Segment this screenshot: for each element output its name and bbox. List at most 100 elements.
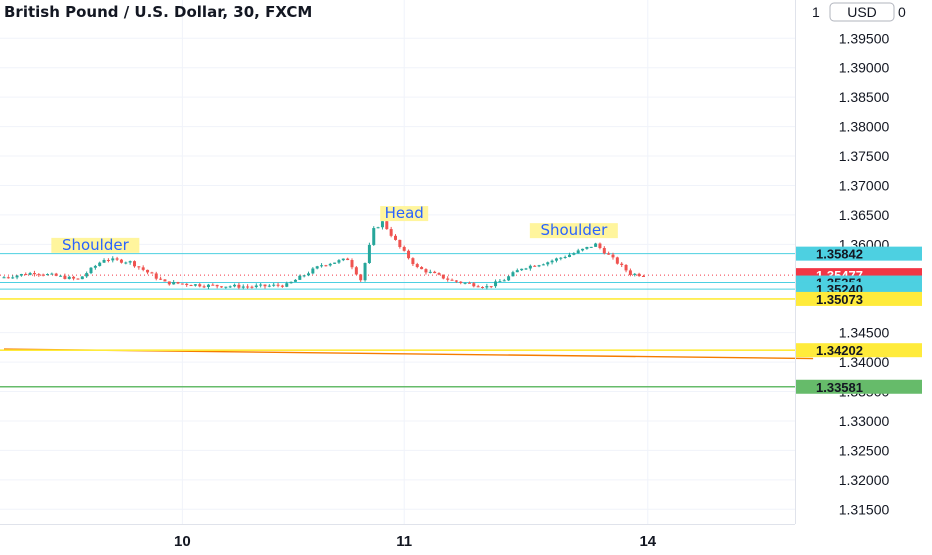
candle[interactable] xyxy=(54,272,58,277)
candle[interactable] xyxy=(541,263,545,266)
candle[interactable] xyxy=(528,264,532,271)
candle[interactable] xyxy=(359,273,363,282)
candle[interactable] xyxy=(498,279,502,283)
candle[interactable] xyxy=(407,249,411,260)
candle[interactable] xyxy=(533,264,537,267)
candle[interactable] xyxy=(146,269,150,275)
candle[interactable] xyxy=(72,275,76,281)
candle[interactable] xyxy=(67,275,71,280)
candle[interactable] xyxy=(637,272,641,277)
candle[interactable] xyxy=(620,262,624,268)
candle[interactable] xyxy=(641,274,645,278)
candle[interactable] xyxy=(189,284,193,287)
candle[interactable] xyxy=(167,281,171,286)
candle[interactable] xyxy=(598,242,602,250)
candle[interactable] xyxy=(559,257,563,261)
candle[interactable] xyxy=(250,285,254,289)
candle[interactable] xyxy=(394,234,397,241)
candle[interactable] xyxy=(211,283,215,286)
candle[interactable] xyxy=(24,272,28,276)
candle[interactable] xyxy=(128,260,132,265)
candle[interactable] xyxy=(41,273,45,277)
candle[interactable] xyxy=(293,279,297,282)
candle[interactable] xyxy=(285,281,289,288)
pattern-annotation[interactable]: Shoulder xyxy=(51,236,140,254)
candle[interactable] xyxy=(124,261,128,265)
candle[interactable] xyxy=(85,271,89,278)
candle[interactable] xyxy=(624,264,628,273)
candle[interactable] xyxy=(289,281,293,284)
candle[interactable] xyxy=(511,270,515,277)
candle[interactable] xyxy=(32,270,36,277)
candle[interactable] xyxy=(389,226,393,238)
candle[interactable] xyxy=(572,252,576,256)
candle[interactable] xyxy=(615,256,619,265)
candle[interactable] xyxy=(507,275,511,282)
candle[interactable] xyxy=(241,284,245,290)
candle[interactable] xyxy=(550,259,554,265)
candle[interactable] xyxy=(485,283,489,290)
currency-button-label[interactable]: USD xyxy=(847,4,877,20)
candle[interactable] xyxy=(411,257,415,267)
candle[interactable] xyxy=(554,257,558,263)
candle[interactable] xyxy=(46,273,49,276)
candle[interactable] xyxy=(15,274,19,280)
candle[interactable] xyxy=(263,284,267,289)
candle[interactable] xyxy=(115,256,119,261)
candle[interactable] xyxy=(150,271,154,274)
candle[interactable] xyxy=(89,266,93,275)
candle[interactable] xyxy=(302,274,306,278)
candle[interactable] xyxy=(446,276,450,282)
candle[interactable] xyxy=(324,264,328,267)
candle[interactable] xyxy=(328,262,332,267)
candle[interactable] xyxy=(476,284,480,288)
candle[interactable] xyxy=(185,283,189,287)
candle[interactable] xyxy=(202,284,206,289)
candle[interactable] xyxy=(224,286,228,289)
candle[interactable] xyxy=(159,276,163,281)
candle[interactable] xyxy=(576,248,580,254)
candle[interactable] xyxy=(367,242,371,264)
candle[interactable] xyxy=(180,283,184,285)
candle[interactable] xyxy=(102,258,106,263)
currency-button[interactable]: USD xyxy=(829,2,895,22)
candle[interactable] xyxy=(106,258,110,263)
candle[interactable] xyxy=(76,278,80,280)
candle[interactable] xyxy=(259,283,263,288)
candle[interactable] xyxy=(137,266,141,270)
candle[interactable] xyxy=(93,264,97,270)
candle[interactable] xyxy=(80,276,84,280)
candle[interactable] xyxy=(6,276,10,279)
candle[interactable] xyxy=(524,267,528,270)
candle[interactable] xyxy=(494,279,498,288)
candle[interactable] xyxy=(320,263,324,268)
candle[interactable] xyxy=(337,259,341,264)
candle[interactable] xyxy=(11,275,15,279)
candle[interactable] xyxy=(19,273,23,277)
candle[interactable] xyxy=(141,265,145,272)
candle[interactable] xyxy=(267,284,271,288)
candle[interactable] xyxy=(489,286,493,289)
candle[interactable] xyxy=(133,260,136,268)
candle[interactable] xyxy=(228,285,232,288)
candle[interactable] xyxy=(398,239,402,249)
candle[interactable] xyxy=(402,245,406,252)
candle[interactable] xyxy=(437,272,441,276)
candle[interactable] xyxy=(585,246,589,250)
currency-button-frame[interactable] xyxy=(829,2,895,22)
candle[interactable] xyxy=(433,270,437,274)
candle[interactable] xyxy=(311,267,315,275)
candle[interactable] xyxy=(50,272,54,275)
candle[interactable] xyxy=(246,284,250,289)
candle[interactable] xyxy=(520,268,524,271)
candle[interactable] xyxy=(154,271,158,281)
candle[interactable] xyxy=(350,258,354,270)
candle[interactable] xyxy=(272,282,276,287)
candle[interactable] xyxy=(581,248,585,252)
time-scale[interactable]: 10 11 14 xyxy=(174,533,657,550)
candle[interactable] xyxy=(415,262,419,269)
candle[interactable] xyxy=(206,283,210,290)
candle[interactable] xyxy=(254,283,258,289)
